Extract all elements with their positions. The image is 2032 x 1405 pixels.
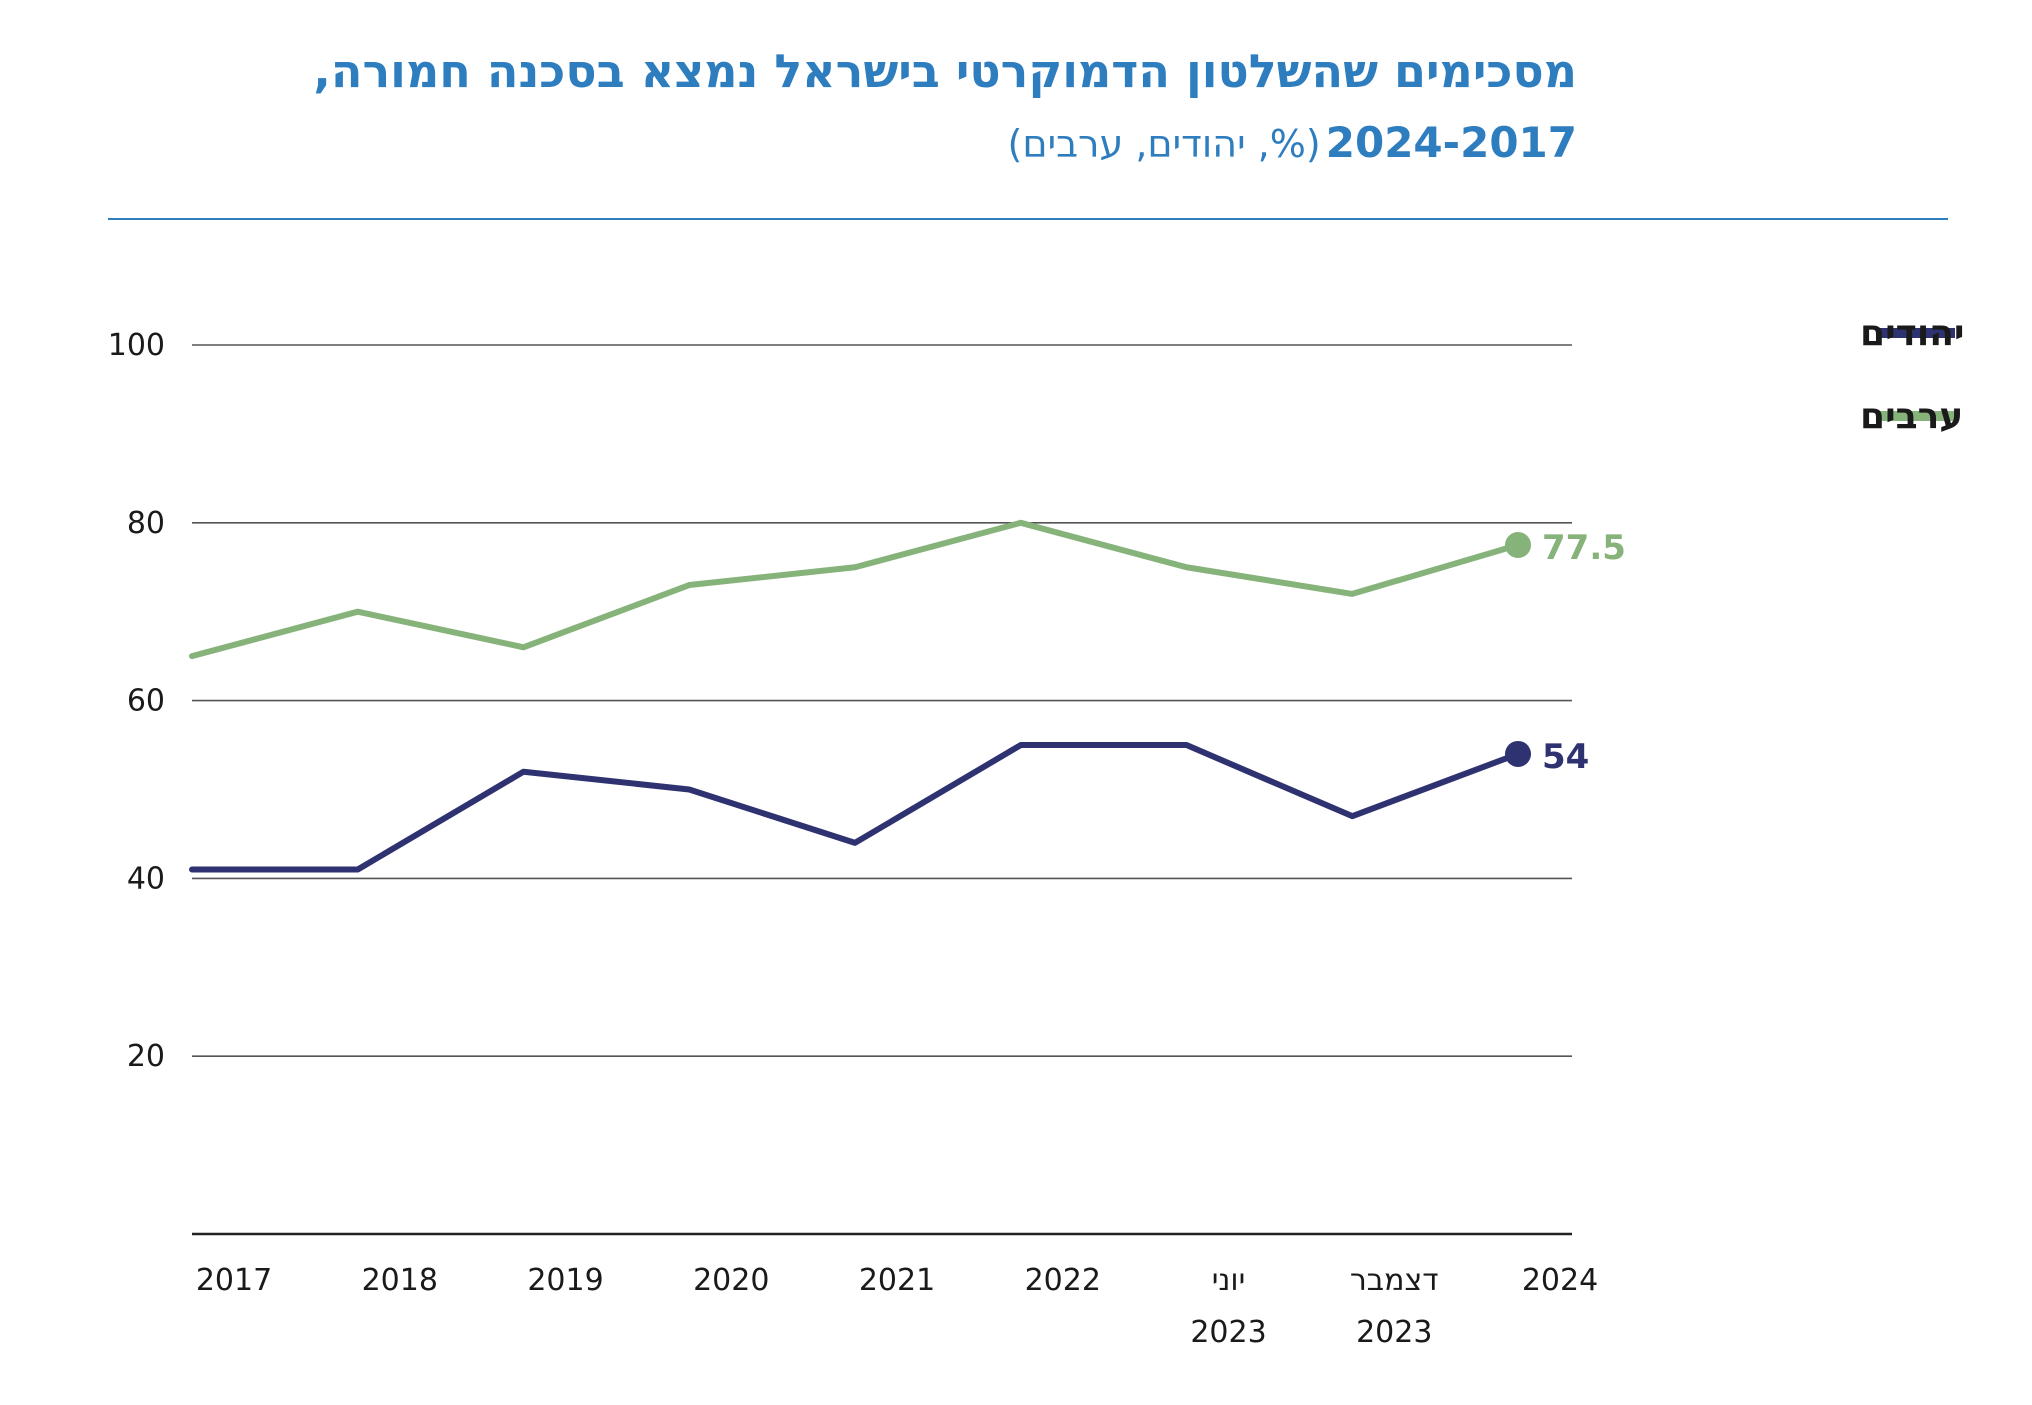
x-tick-label: 2018: [362, 1263, 438, 1298]
x-tick-label-line: 2021: [859, 1263, 935, 1298]
x-tick-label-line: 2023: [1190, 1315, 1266, 1350]
series-line: [189, 519, 1521, 660]
series-line: [189, 742, 1521, 873]
y-tick-label: 40: [127, 861, 165, 896]
series-end-label: 77.5: [1542, 528, 1626, 568]
title-divider: [108, 218, 1948, 220]
x-tick-label-line: 2018: [362, 1263, 438, 1298]
x-tick-label: 2022: [1025, 1263, 1101, 1298]
data-point: [1505, 740, 1531, 767]
chart-subtitle: 2024-2017 (%, יהודים, ערבים): [1008, 122, 1577, 164]
y-axis-ticks: 20 40 60 80 100: [108, 328, 165, 1074]
x-tick-label: יוני 2023: [1190, 1263, 1266, 1350]
x-tick-label: 2019: [527, 1263, 603, 1298]
y-tick-label: 20: [127, 1039, 165, 1074]
legend-label: ערבים: [1860, 396, 1963, 437]
legend-label: יהודים: [1860, 313, 1965, 354]
chart-title: מסכימים שהשלטון הדמוקרטי בישראל נמצא בסכ…: [313, 44, 1577, 98]
x-tick-label: 2024: [1522, 1263, 1598, 1298]
series-end-label: 54: [1542, 737, 1589, 777]
x-axis-ticks: 2017 2018 2019 2020 2021 2022 יוני 2023 דצמבר 202…: [196, 1263, 1598, 1350]
x-tick-label-line: 2019: [527, 1263, 603, 1298]
x-tick-label: 2017: [196, 1263, 272, 1298]
x-tick-label-line: 2024: [1522, 1263, 1598, 1298]
y-tick-label: 80: [127, 506, 165, 541]
y-tick-label: 100: [108, 328, 165, 363]
x-tick-label-line: 2017: [196, 1263, 272, 1298]
x-tick-label-line: יוני: [1212, 1263, 1246, 1298]
series-lines: 54 77.5: [189, 519, 1626, 873]
x-tick-label-line: דצמבר: [1350, 1263, 1439, 1298]
x-tick-label-line: 2020: [693, 1263, 769, 1298]
x-tick-label: דצמבר 2023: [1350, 1263, 1439, 1350]
legend: יהודים ערבים: [1860, 313, 1965, 437]
x-tick-label: 2020: [693, 1263, 769, 1298]
y-tick-label: 60: [127, 684, 165, 719]
x-tick-label: 2021: [859, 1263, 935, 1298]
data-point: [1505, 532, 1531, 559]
subtitle-unit: (%, יהודים, ערבים): [1007, 122, 1321, 166]
grid-lines: [192, 344, 1572, 1236]
x-tick-label-line: 2022: [1025, 1263, 1101, 1298]
subtitle-years: 2024-2017: [1325, 118, 1577, 167]
x-tick-label-line: 2023: [1356, 1315, 1432, 1350]
